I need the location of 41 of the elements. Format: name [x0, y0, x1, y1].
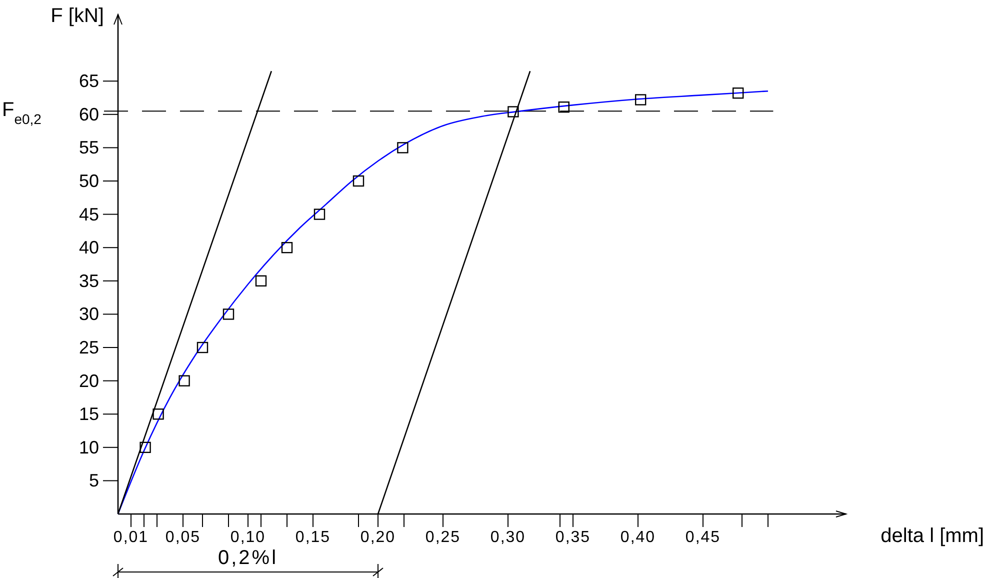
point	[255, 275, 267, 286]
y-axis-title: F [kN]	[50, 5, 104, 27]
point	[397, 142, 408, 154]
x-tick-label: 0,25	[425, 529, 461, 546]
point	[508, 106, 519, 118]
y-tick-label: 30	[78, 304, 99, 324]
y-tick-label: 55	[78, 138, 99, 158]
x-tick-label: 0,30	[490, 529, 526, 546]
x-tick-label: 0,10	[230, 529, 266, 546]
x-tick-label: 0,01	[113, 529, 149, 546]
y-tick-label: 50	[78, 171, 99, 191]
point	[222, 308, 234, 320]
y-tick-label: 10	[78, 437, 99, 458]
point	[314, 208, 326, 220]
point	[281, 242, 293, 254]
ref-line-label: F$_{e0,2}$	[2, 99, 42, 128]
point	[352, 175, 364, 187]
point	[152, 408, 164, 420]
y-tick-label: 45	[78, 204, 99, 224]
x-tick-label: 0,40	[620, 529, 656, 546]
text: 0,2%l	[218, 547, 278, 569]
y-tick-label: 5	[88, 470, 99, 491]
point	[635, 94, 646, 106]
y-tick-label: 15	[78, 404, 99, 424]
x-axis-title: delta l [mm]	[880, 525, 984, 547]
y-tick-label: 35	[78, 270, 99, 291]
point	[178, 375, 190, 386]
y-tick-label: 60	[78, 104, 99, 124]
point	[196, 342, 208, 354]
point	[732, 87, 744, 99]
x-tick-label: 0,20	[360, 529, 396, 546]
y-tick-label: 25	[78, 338, 99, 358]
point	[140, 442, 151, 453]
y-tick-label: 20	[78, 370, 99, 391]
x-tick-label: 0,05	[165, 529, 201, 546]
y-tick-label: 65	[78, 71, 99, 92]
x-tick-label: 0,45	[685, 529, 721, 546]
x-tick-label: 0,15	[295, 529, 331, 546]
x-tick-label: 0,35	[555, 529, 591, 546]
point	[558, 101, 570, 113]
y-tick-label: 40	[78, 238, 99, 258]
